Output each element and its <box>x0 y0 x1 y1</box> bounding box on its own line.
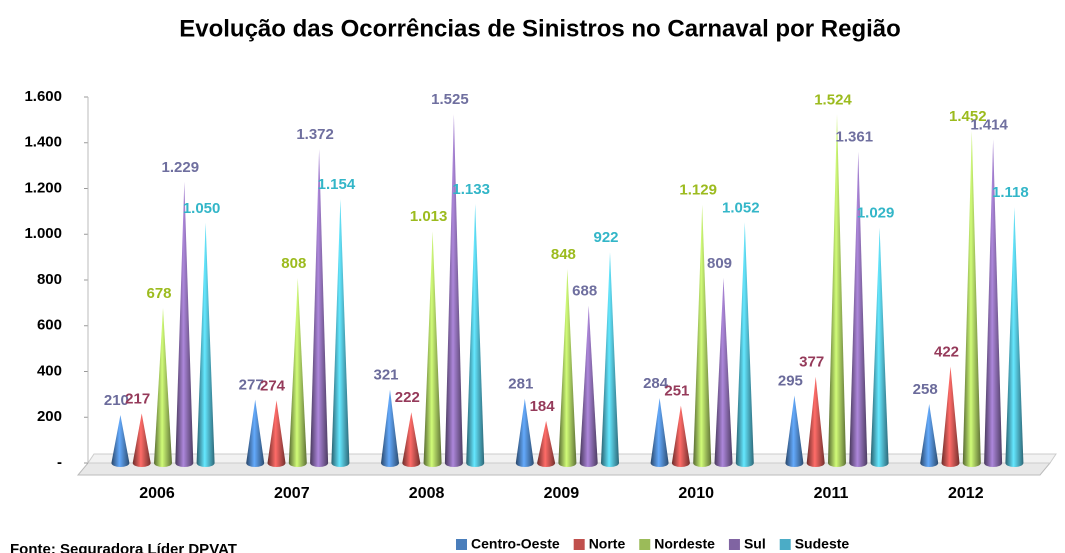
cone <box>671 405 690 467</box>
legend-swatch <box>573 539 585 550</box>
cone <box>579 305 598 467</box>
cone <box>267 400 286 467</box>
data-label: 281 <box>508 376 533 393</box>
cone <box>175 181 194 467</box>
cone <box>154 307 172 467</box>
data-label: 258 <box>913 381 938 398</box>
data-label: 1.452 <box>949 108 987 125</box>
data-label: 217 <box>125 390 150 407</box>
cone <box>941 366 960 467</box>
x-tick-label: 2012 <box>948 485 984 502</box>
cone <box>601 252 619 467</box>
data-label: 922 <box>593 229 618 246</box>
y-tick-label: 1.000 <box>24 225 62 242</box>
y-tick-label: 1.400 <box>24 134 62 151</box>
cone <box>381 389 399 467</box>
data-label: 1.154 <box>318 176 356 193</box>
y-tick-label: 600 <box>37 317 62 334</box>
cone <box>310 149 329 467</box>
data-label: 1.013 <box>410 208 448 225</box>
data-label: 1.372 <box>296 126 334 143</box>
data-label: 1.052 <box>722 199 760 216</box>
cone <box>196 222 215 467</box>
y-tick-label: 400 <box>37 362 62 379</box>
data-label: 1.029 <box>857 205 895 222</box>
data-label: 848 <box>551 246 576 263</box>
cone <box>920 403 939 467</box>
cone <box>828 114 846 467</box>
y-tick-label: 800 <box>37 271 62 288</box>
source-note: Fonte: Seguradora Líder DPVAT <box>10 541 237 553</box>
cone <box>558 269 577 467</box>
data-label: 274 <box>260 377 286 394</box>
data-label: 1.050 <box>183 200 221 217</box>
legend-label: Sul <box>744 536 766 552</box>
data-label: 277 <box>239 377 264 394</box>
data-label: 321 <box>373 367 398 384</box>
cone <box>331 199 350 467</box>
y-tick-label: - <box>57 454 62 471</box>
data-label: 1.229 <box>162 159 200 176</box>
cone <box>870 227 889 467</box>
y-tick-label: 1.200 <box>24 179 62 196</box>
data-label: 1.524 <box>814 91 852 108</box>
data-label: 688 <box>572 283 597 300</box>
cone <box>650 398 669 467</box>
cone <box>444 114 463 467</box>
x-tick-label: 2009 <box>544 485 580 502</box>
data-label: 251 <box>664 383 689 400</box>
data-label: 1.118 <box>992 184 1029 201</box>
data-label: 222 <box>395 389 420 406</box>
data-label: 1.414 <box>970 117 1008 134</box>
cone <box>515 398 534 467</box>
data-label: 377 <box>799 354 824 371</box>
cone <box>246 399 265 467</box>
cone <box>714 277 733 467</box>
legend-label: Norte <box>589 536 626 552</box>
chart-title: Evolução das Ocorrências de Sinistros no… <box>179 15 901 42</box>
cone <box>132 413 151 467</box>
data-label: 1.133 <box>452 181 490 198</box>
data-label: 809 <box>707 255 732 272</box>
cone <box>785 395 804 467</box>
cone <box>1005 207 1024 467</box>
cone <box>849 151 868 467</box>
cone <box>466 203 485 468</box>
y-tick-label: 1.600 <box>24 88 62 105</box>
cone <box>423 231 442 467</box>
x-tick-label: 2008 <box>409 485 445 502</box>
data-label: 210 <box>104 392 129 409</box>
legend-swatch <box>779 539 791 550</box>
data-label: 1.361 <box>836 129 874 146</box>
data-label: 422 <box>934 343 959 360</box>
data-label: 808 <box>281 255 306 272</box>
cone <box>962 130 981 468</box>
cone <box>288 278 307 467</box>
cone <box>984 139 1003 468</box>
legend-swatch <box>456 539 467 550</box>
data-label: 184 <box>530 398 556 415</box>
data-label: 284 <box>643 375 669 392</box>
legend-label: Centro-Oeste <box>471 536 560 552</box>
cone <box>806 376 825 467</box>
x-tick-label: 2011 <box>814 485 849 502</box>
cone <box>111 414 130 467</box>
data-label: 295 <box>778 372 803 389</box>
cone <box>735 222 754 467</box>
legend-swatch <box>639 539 651 550</box>
cone <box>402 412 421 467</box>
x-tick-label: 2007 <box>274 485 310 502</box>
x-tick-label: 2010 <box>678 485 714 502</box>
legend-label: Nordeste <box>654 536 715 552</box>
cone <box>537 420 556 467</box>
y-tick-label: 200 <box>37 408 62 425</box>
cone <box>693 204 712 467</box>
x-tick-label: 2006 <box>139 485 175 502</box>
legend-label: Sudeste <box>795 536 850 552</box>
data-label: 678 <box>146 285 171 302</box>
legend-swatch <box>728 539 740 550</box>
data-label: 1.129 <box>679 182 717 199</box>
data-label: 1.525 <box>431 91 469 108</box>
